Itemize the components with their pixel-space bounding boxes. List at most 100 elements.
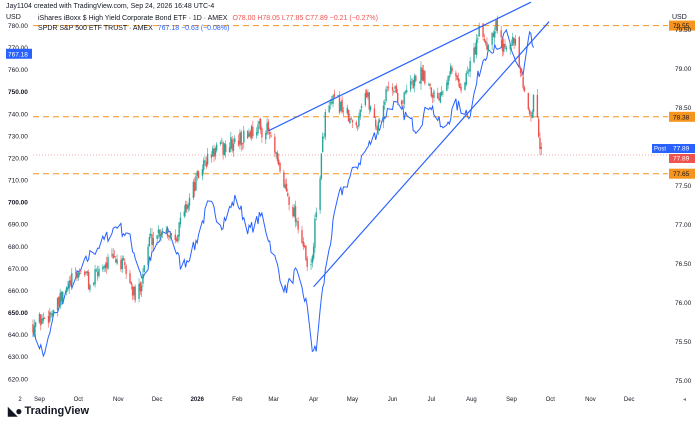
candle-body xyxy=(59,293,61,307)
candle-body xyxy=(501,39,504,51)
candle-body xyxy=(292,206,294,217)
candle-body xyxy=(369,106,372,111)
ohlc-values: O78.00 H78.05 L77.85 C77.89 −0.21 (−0.27… xyxy=(232,15,378,22)
candle-body xyxy=(159,229,161,237)
candle-body xyxy=(364,93,367,105)
x-tick-label: Nov xyxy=(585,397,596,403)
level-badge xyxy=(669,168,695,179)
x-tick-label: May xyxy=(347,397,358,403)
candle-body xyxy=(239,132,241,144)
candle-body xyxy=(274,136,276,153)
candle-body xyxy=(121,258,123,269)
tradingview-mark-icon: ◣● xyxy=(8,404,23,418)
level-badge xyxy=(669,111,695,122)
candle-body xyxy=(40,314,42,326)
candle-body xyxy=(393,90,395,92)
candle-body xyxy=(49,312,51,322)
candle-body xyxy=(56,297,59,311)
candle-body xyxy=(367,93,369,97)
candle-body xyxy=(222,142,224,155)
candle-body xyxy=(89,285,91,290)
candle-body xyxy=(160,233,162,238)
candle-body xyxy=(359,109,361,118)
candle-body xyxy=(98,268,100,277)
left-axis-tick: 630.00 xyxy=(8,354,28,361)
candle-body xyxy=(131,286,134,296)
post-value-text: 77.89 xyxy=(673,146,690,153)
candle-body xyxy=(147,246,149,266)
candle-body xyxy=(51,313,54,317)
candle-body xyxy=(113,256,116,258)
candle-body xyxy=(384,102,386,105)
candle-body xyxy=(204,160,206,162)
candle-body xyxy=(278,159,280,165)
candle-body xyxy=(522,76,524,88)
candle-body xyxy=(413,76,416,87)
candle-body xyxy=(356,125,359,127)
candle-body xyxy=(440,91,443,96)
candle-body xyxy=(412,79,414,89)
candle-body xyxy=(212,148,214,157)
candle-body xyxy=(368,92,370,110)
candle-body xyxy=(68,280,70,289)
candle-body xyxy=(530,115,532,117)
x-tick-label: Oct xyxy=(546,397,556,403)
x-tick-label: Oct xyxy=(74,397,84,403)
right-axis-tick: 75.50 xyxy=(675,339,692,346)
candle-body xyxy=(210,154,213,158)
left-axis-tick: 710.00 xyxy=(8,178,28,185)
candle-body xyxy=(437,92,439,99)
candle-body xyxy=(140,285,143,292)
brand-text: TradingView xyxy=(24,405,90,417)
candle-body xyxy=(495,20,497,31)
right-axis-tick: 76.00 xyxy=(675,300,692,307)
candle-body xyxy=(312,246,315,259)
x-tick-label: Jun xyxy=(388,397,398,403)
candle-body xyxy=(459,82,461,89)
spy-value-badge xyxy=(6,48,32,59)
candle-body xyxy=(386,86,389,88)
candle-body xyxy=(261,128,263,138)
candle-body xyxy=(177,234,179,242)
candle-body xyxy=(338,97,341,113)
candle-body xyxy=(175,238,178,242)
left-axis-tick: 760.00 xyxy=(8,67,28,74)
candle-body xyxy=(41,318,43,324)
candle-body xyxy=(466,72,469,74)
candle-body xyxy=(474,46,477,55)
candle-body xyxy=(422,70,425,81)
tradingview-logo[interactable]: ◣● TradingView xyxy=(8,404,89,418)
candle-body xyxy=(513,38,515,43)
x-tick-label: Apr xyxy=(309,397,318,403)
candle-body xyxy=(402,105,404,107)
right-axis-tick: 78.50 xyxy=(675,105,692,112)
candle-body xyxy=(430,87,433,97)
candle-body xyxy=(460,86,462,91)
candle-body xyxy=(213,148,215,157)
candle-body xyxy=(337,95,339,97)
compare-values: 767.18 −0.63 (−0.08%) xyxy=(157,25,230,32)
left-axis-tick: 680.00 xyxy=(8,244,28,251)
candle-body xyxy=(32,324,34,333)
candle-body xyxy=(224,144,227,153)
candle-body xyxy=(246,131,249,139)
candle-body xyxy=(250,126,253,138)
level-badge-text: 79.55 xyxy=(673,23,690,30)
x-tick-label: Nov xyxy=(113,397,124,403)
candle-body xyxy=(406,90,408,93)
scroll-left-icon: ◂ xyxy=(683,396,686,403)
post-badge xyxy=(652,144,669,154)
candle-body xyxy=(33,325,35,335)
candle-body xyxy=(183,211,186,217)
symbol-name[interactable]: iShares iBoxx $ High Yield Corporate Bon… xyxy=(38,15,228,22)
left-axis-tick: 740.00 xyxy=(8,111,28,118)
candle-body xyxy=(193,182,196,192)
candle-body xyxy=(465,73,467,85)
compare-name[interactable]: SPDR S&P 500 ETF TRUST · AMEX xyxy=(38,25,153,32)
candle-body xyxy=(491,32,493,45)
grid xyxy=(33,10,668,392)
candle-body xyxy=(512,36,514,46)
trendlines xyxy=(268,1,550,288)
candle-body xyxy=(152,238,154,246)
